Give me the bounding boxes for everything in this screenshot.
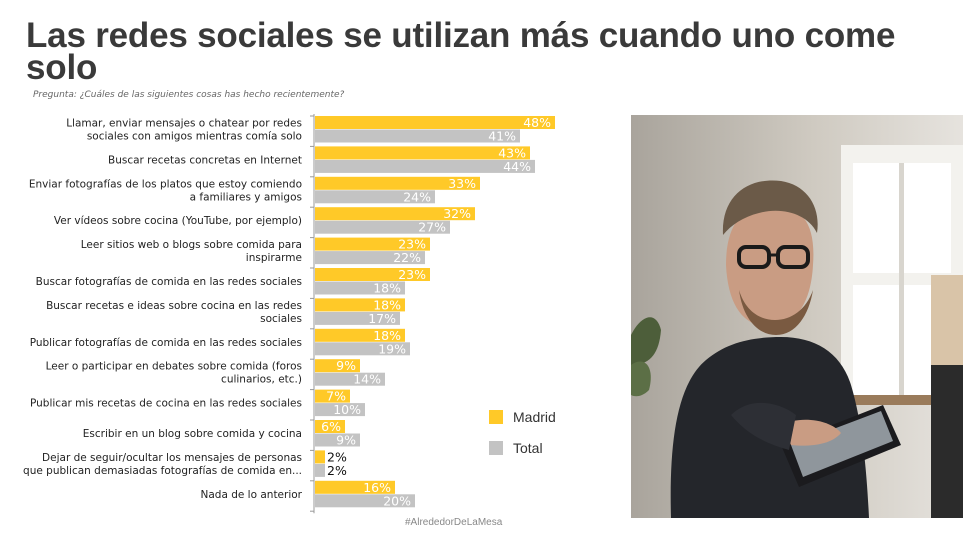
- hashtag-footer: #AlrededorDeLaMesa: [405, 517, 503, 528]
- category-label: Nada de lo anterior: [200, 489, 302, 501]
- data-label: 9%: [336, 433, 356, 448]
- data-label: 20%: [383, 493, 411, 508]
- bar-total: [315, 342, 410, 356]
- data-label: 6%: [321, 419, 341, 434]
- legend-label-madrid: Madrid: [513, 409, 556, 425]
- legend-swatch-madrid: [489, 410, 503, 424]
- bar-total: [315, 159, 535, 173]
- bar-total: [315, 403, 365, 417]
- data-label: 19%: [378, 341, 406, 356]
- category-label: Buscar recetas concretas en Internet: [108, 154, 302, 166]
- data-label: 43%: [498, 145, 526, 160]
- data-label: 44%: [503, 159, 531, 174]
- data-label: 9%: [336, 358, 356, 373]
- category-label: inspirarme: [246, 252, 302, 264]
- bar-total: [315, 220, 450, 234]
- photo: [631, 115, 963, 518]
- data-label: 14%: [353, 372, 381, 387]
- bar-total: [315, 372, 385, 386]
- category-label: Llamar, enviar mensajes o chatear por re…: [66, 118, 302, 130]
- data-label: 16%: [363, 480, 391, 495]
- category-label: Dejar de seguir/ocultar los mensajes de …: [42, 452, 302, 464]
- data-label: 23%: [398, 267, 426, 282]
- bar-madrid: [315, 146, 530, 160]
- category-label: Leer sitios web o blogs sobre comida par…: [81, 239, 302, 251]
- data-label: 22%: [393, 250, 421, 265]
- data-label: 2%: [327, 463, 347, 478]
- data-label: 18%: [373, 297, 401, 312]
- data-label: 7%: [326, 389, 346, 404]
- data-label: 2%: [327, 449, 347, 464]
- bar-madrid: [315, 116, 555, 129]
- category-label: a familiares y amigos: [190, 191, 302, 203]
- category-label: Buscar recetas e ideas sobre cocina en l…: [46, 300, 302, 312]
- bar-total: [315, 311, 400, 325]
- category-label: culinarios, etc.): [221, 374, 302, 386]
- bar-madrid: [315, 298, 405, 312]
- bar-madrid: [315, 207, 475, 221]
- category-label: sociales con amigos mientras comía solo: [87, 131, 302, 143]
- data-label: 18%: [373, 281, 401, 296]
- category-label: Enviar fotografías de los platos que est…: [29, 178, 302, 190]
- data-label: 10%: [333, 402, 361, 417]
- man-using-tablet-photo: [631, 115, 963, 518]
- data-label: 23%: [398, 237, 426, 252]
- category-label: Escribir en un blog sobre comida y cocin…: [83, 428, 302, 440]
- category-label: Buscar fotografías de comida en las rede…: [36, 276, 302, 288]
- bar-madrid: [315, 420, 345, 433]
- category-label: sociales: [260, 313, 302, 325]
- bar-madrid: [315, 450, 325, 464]
- chart-title: Las redes sociales se utilizan más cuand…: [26, 16, 896, 87]
- data-label: 27%: [418, 220, 446, 235]
- bar-madrid: [315, 268, 430, 281]
- data-label: 18%: [373, 328, 401, 343]
- legend-swatch-total: [489, 441, 503, 455]
- bar-madrid: [315, 359, 360, 373]
- bar-chart: Llamar, enviar mensajes o chatear por re…: [23, 114, 556, 514]
- category-label: Publicar fotografías de comida en las re…: [30, 337, 302, 349]
- bar-total: [315, 281, 405, 295]
- bar-madrid: [315, 176, 480, 190]
- data-label: 48%: [523, 115, 551, 130]
- bar-madrid: [315, 237, 430, 251]
- bar-madrid: [315, 480, 395, 494]
- category-label: Ver vídeos sobre cocina (YouTube, por ej…: [54, 215, 302, 227]
- bar-madrid: [315, 328, 405, 342]
- bar-madrid: [315, 389, 350, 403]
- data-label: 32%: [443, 206, 471, 221]
- bar-total: [315, 463, 325, 477]
- category-label: Leer o participar en debates sobre comid…: [46, 361, 302, 373]
- bar-total: [315, 433, 360, 447]
- data-label: 41%: [488, 129, 516, 144]
- question-subtitle: Pregunta: ¿Cuáles de las siguientes cosa…: [33, 90, 345, 100]
- category-label: Publicar mis recetas de cocina en las re…: [30, 398, 302, 410]
- bar-total: [315, 251, 425, 265]
- data-label: 33%: [448, 176, 476, 191]
- bar-total: [315, 190, 435, 204]
- bar-total: [315, 494, 415, 508]
- data-label: 17%: [368, 311, 396, 326]
- legend-label-total: Total: [513, 440, 543, 456]
- data-label: 24%: [403, 189, 431, 204]
- bar-total: [315, 129, 520, 143]
- category-label: que publican demasiadas fotografías de c…: [23, 465, 302, 477]
